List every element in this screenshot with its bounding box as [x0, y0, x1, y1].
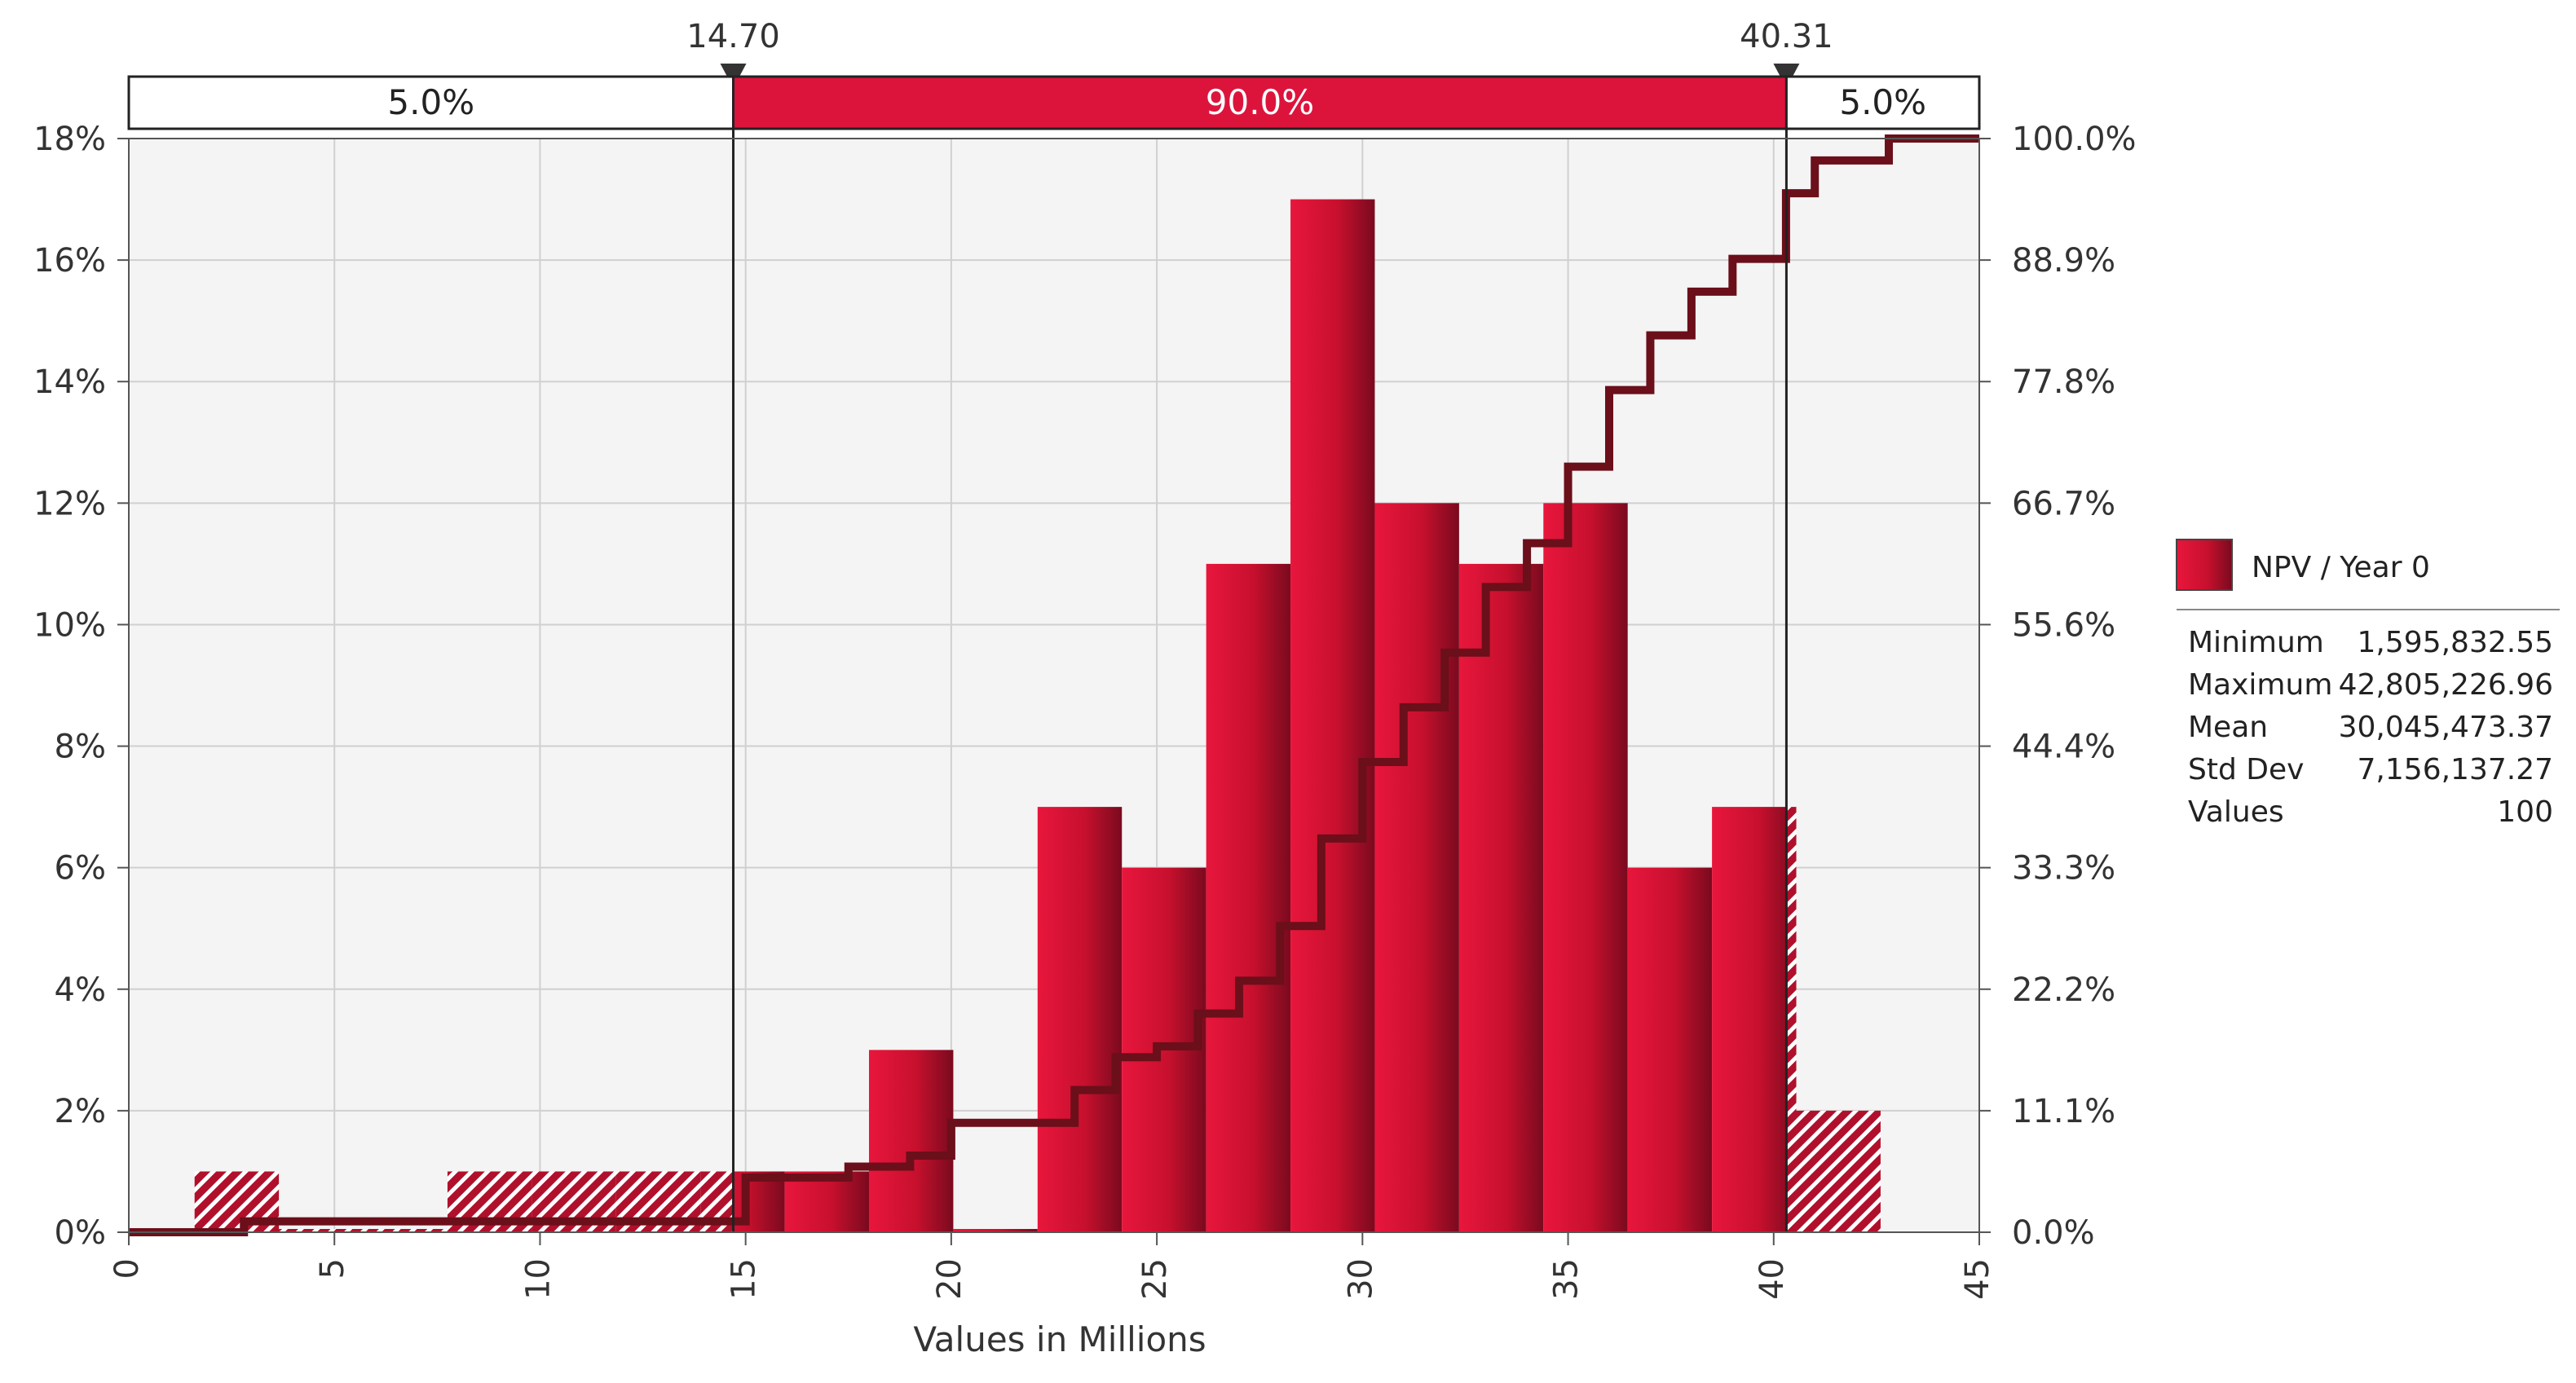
- y-tick-label-right: 0.0%: [2012, 1214, 2095, 1252]
- x-tick-label: 25: [1136, 1258, 1174, 1300]
- y-tick-labels-right: 0.0% 11.1% 22.2% 33.3% 44.4% 55.6% 66.7% 77.8% 8…: [2012, 121, 2137, 1252]
- x-tick-label: 15: [726, 1258, 763, 1300]
- y-tick-label-right: 66.7%: [2012, 485, 2115, 522]
- histogram-bar: [1796, 1110, 1881, 1232]
- histogram-bar: [1627, 867, 1713, 1232]
- legend-swatch: [2176, 539, 2233, 591]
- x-tick-label: 10: [519, 1258, 557, 1300]
- histogram-bar: [1206, 563, 1291, 1232]
- histogram-bar-segment: [1543, 503, 1628, 1232]
- y-tick-label-left: 2%: [55, 1093, 106, 1130]
- band-label: 5.0%: [387, 82, 474, 122]
- y-tick-label-right: 33.3%: [2012, 850, 2115, 887]
- histogram-bar: [1712, 807, 1797, 1232]
- histogram-bar-segment: [953, 1229, 1038, 1232]
- y-tick-labels-left: 0% 2% 4% 6% 8% 10% 12% 14% 16% 18%: [33, 121, 106, 1252]
- histogram-bar-segment: [869, 1050, 954, 1232]
- marker-label: 40.31: [1740, 18, 1833, 55]
- axes: [117, 138, 1991, 1245]
- band-label: 5.0%: [1839, 82, 1926, 122]
- x-tick-label: 0: [108, 1258, 146, 1279]
- legend-stat-name: Std Dev: [2188, 753, 2304, 786]
- x-tick-label: 45: [1959, 1258, 1996, 1300]
- histogram-bar: [1290, 199, 1375, 1233]
- percentile-bands: 5.0% 90.0% 5.0%: [127, 75, 1981, 130]
- histogram-bar: [1037, 807, 1123, 1232]
- histogram-bars: [129, 199, 1881, 1233]
- legend-stat-value: 7,156,137.27: [2358, 753, 2553, 786]
- x-tick-label: 30: [1342, 1258, 1379, 1300]
- y-tick-label-right: 55.6%: [2012, 606, 2115, 644]
- x-tick-label: 20: [931, 1258, 968, 1300]
- legend-stat-value: 42,805,226.96: [2339, 668, 2553, 702]
- legend-stats: Minimum 1,595,832.55 Maximum 42,805,226.96 M…: [2188, 626, 2553, 829]
- y-tick-label-left: 16%: [33, 242, 106, 280]
- y-tick-label-right: 100.0%: [2012, 121, 2137, 158]
- y-tick-label-left: 8%: [55, 729, 106, 766]
- x-axis-title: Values in Millions: [913, 1319, 1206, 1359]
- histogram-bar-segment: [1796, 1110, 1881, 1232]
- x-tick-label: 40: [1753, 1258, 1791, 1300]
- percentile-markers: 14.70 40.31: [686, 18, 1833, 1232]
- histogram-bar-segment: [1458, 563, 1544, 1232]
- histogram-bar-segment: [363, 1229, 448, 1232]
- y-tick-label-left: 4%: [55, 971, 106, 1009]
- histogram-bar: [279, 1229, 364, 1232]
- legend-stat-name: Minimum: [2188, 626, 2324, 659]
- histogram-bar-segment: [1786, 807, 1797, 1232]
- y-tick-label-left: 18%: [33, 121, 106, 158]
- x-tick-label: 35: [1548, 1258, 1586, 1300]
- histogram-bar-segment: [279, 1229, 364, 1232]
- y-tick-label-left: 14%: [33, 363, 106, 401]
- cumulative-line: [129, 134, 1979, 1236]
- histogram-bar-segment: [1290, 199, 1375, 1233]
- legend-stat-name: Mean: [2188, 711, 2268, 744]
- y-tick-label-right: 88.9%: [2012, 242, 2115, 280]
- histogram-bar: [953, 1229, 1038, 1232]
- histogram-bar: [869, 1050, 954, 1232]
- histogram-bar-segment: [1712, 807, 1787, 1232]
- legend-stat-value: 1,595,832.55: [2358, 626, 2553, 659]
- y-tick-label-right: 77.8%: [2012, 363, 2115, 401]
- band-box: [1784, 75, 1981, 130]
- y-tick-label-left: 10%: [33, 606, 106, 644]
- band-label: 90.0%: [1206, 82, 1314, 122]
- legend-stat-name: Values: [2188, 795, 2284, 829]
- histogram-bar-segment: [1206, 563, 1291, 1232]
- x-tick-label: 5: [314, 1258, 351, 1279]
- histogram-bar: [1543, 503, 1628, 1232]
- legend-stat-value: 30,045,473.37: [2339, 711, 2553, 744]
- legend-stat-name: Maximum: [2188, 668, 2332, 702]
- y-tick-label-right: 11.1%: [2012, 1093, 2115, 1130]
- band-box: [127, 75, 735, 130]
- legend-stat-value: 100: [2497, 795, 2553, 829]
- y-tick-label-left: 0%: [55, 1214, 106, 1252]
- y-tick-label-right: 44.4%: [2012, 729, 2115, 766]
- plot-frame: [128, 138, 1980, 1233]
- y-tick-label-left: 6%: [55, 850, 106, 887]
- legend-series-name: NPV / Year 0: [2252, 551, 2430, 584]
- histogram-bar-segment: [1374, 503, 1459, 1232]
- legend: NPV / Year 0 Minimum 1,595,832.55 Maximum 4…: [2176, 539, 2560, 829]
- x-tick-labels: 0 5 10 15 20 25 30 35 40 45: [108, 1258, 1996, 1300]
- y-tick-label-right: 22.2%: [2012, 971, 2115, 1009]
- histogram-bar: [1374, 503, 1459, 1232]
- histogram-bar: [363, 1229, 448, 1232]
- histogram-bar-segment: [1037, 807, 1123, 1232]
- histogram-bar: [1458, 563, 1544, 1232]
- marker-label: 14.70: [686, 18, 780, 55]
- y-tick-label-left: 12%: [33, 485, 106, 522]
- histogram-bar-segment: [1627, 867, 1713, 1232]
